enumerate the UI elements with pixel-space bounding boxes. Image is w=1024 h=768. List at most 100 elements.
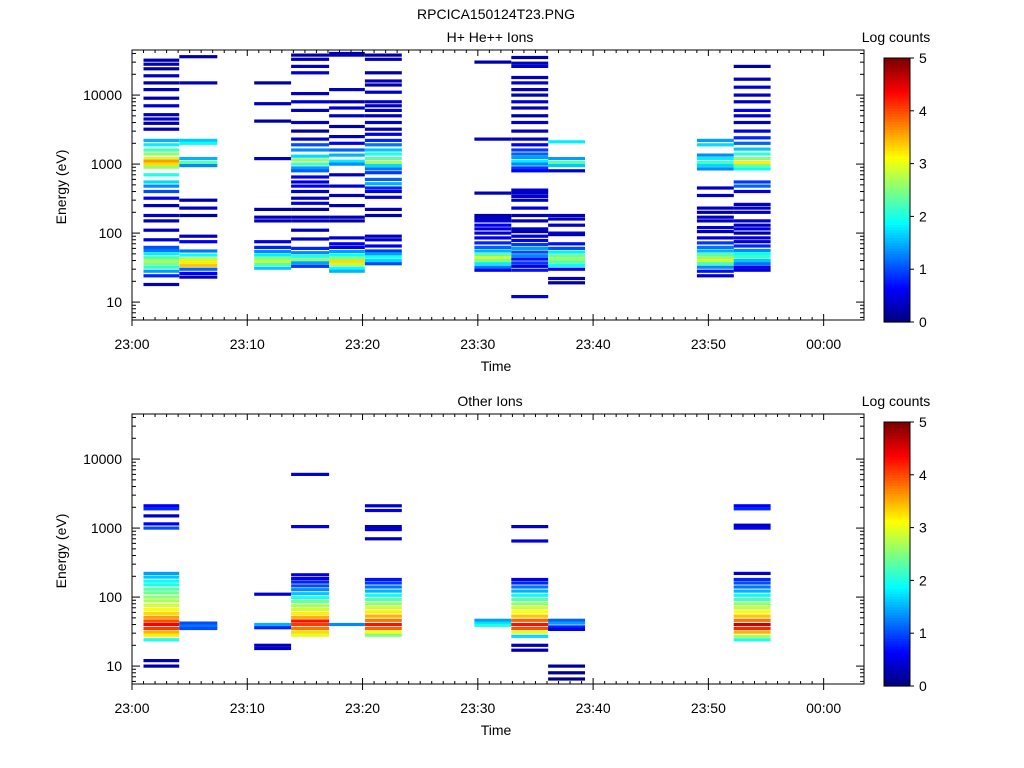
heatmap-cell [511, 162, 549, 166]
colorbar-tick-label: 4 [919, 103, 927, 119]
heatmap-cell [733, 167, 771, 171]
heatmap-cell [143, 611, 180, 615]
colorbar-segment [884, 221, 910, 225]
heatmap-cell [364, 143, 402, 147]
heatmap-cell [143, 258, 180, 263]
colorbar-segment [884, 517, 910, 521]
heatmap-cell [143, 252, 180, 256]
heatmap-cell [364, 252, 402, 256]
heatmap-cell [179, 263, 218, 267]
heatmap-cell [254, 592, 292, 596]
heatmap-cell [143, 121, 180, 125]
heatmap-cell [254, 253, 292, 257]
heatmap-cell [143, 196, 180, 200]
colorbar-frame [883, 421, 911, 687]
colorbar-segment [884, 187, 910, 191]
colorbar-segment [884, 464, 910, 468]
colorbar-segment [884, 683, 910, 687]
heatmap-cell [511, 648, 549, 652]
figure-title: RPCICA150124T23.PNG [417, 6, 575, 22]
colorbar-segment [884, 108, 910, 112]
colorbar-segment [884, 530, 910, 534]
heatmap-cell [511, 188, 549, 192]
heatmap-cell [696, 226, 734, 230]
heatmap-cells [143, 472, 771, 681]
heatmap-cell [474, 60, 512, 64]
colorbar-segment [884, 638, 910, 642]
heatmap-cell [511, 155, 549, 159]
heatmap-cell [143, 162, 180, 166]
heatmap-cell [179, 138, 218, 142]
heatmap-cell [733, 189, 771, 194]
heatmap-cell [179, 624, 218, 628]
heatmap-cell [291, 143, 330, 147]
heatmap-cell [511, 606, 549, 610]
colorbar-segment [884, 524, 910, 529]
heatmap-cell [511, 159, 549, 163]
colorbar-segment [884, 670, 910, 674]
colorbar-segment [884, 213, 910, 217]
heatmap-cell [474, 236, 512, 240]
heatmap-cell [143, 238, 180, 242]
heatmap-cell [511, 264, 549, 268]
colorbar-segment [884, 298, 910, 302]
heatmap-cell [364, 577, 402, 582]
heatmap-cell [474, 256, 512, 260]
heatmap-cell [143, 248, 180, 253]
colorbar-segment [884, 203, 910, 207]
heatmap-cell [696, 249, 734, 253]
heatmap-cell [364, 528, 402, 532]
heatmap-cell [696, 252, 734, 257]
heatmap-cell [254, 102, 292, 106]
heatmap-cell [548, 169, 585, 173]
heatmap-cell [511, 254, 549, 258]
heatmap-cell [254, 240, 292, 244]
colorbar-segment [884, 174, 910, 178]
heatmap-cell [143, 633, 180, 637]
colorbar-segment [884, 171, 910, 175]
heatmap-cell [254, 215, 292, 219]
colorbar-segment [884, 667, 910, 671]
heatmap-cell [254, 157, 292, 161]
heatmap-cell [364, 602, 402, 606]
x-tick-label: 23:50 [691, 700, 726, 716]
colorbar-segment [884, 71, 910, 75]
colorbar-segment [884, 649, 910, 653]
heatmap-cell [474, 618, 512, 622]
colorbar-segment [884, 506, 910, 510]
colorbar-segment [884, 211, 910, 215]
heatmap-cell [179, 260, 218, 264]
heatmap-cell [733, 618, 771, 622]
colorbar-segment [884, 498, 910, 502]
colorbar-segment [884, 105, 910, 109]
colorbar-segment [884, 509, 910, 513]
colorbar-segment [884, 308, 910, 313]
heatmap-cell [291, 600, 330, 604]
heatmap-cell [291, 577, 330, 581]
colorbar-segment [884, 564, 910, 568]
heatmap-cell [329, 204, 365, 208]
heatmap-cell [511, 166, 549, 170]
heatmap-cell [143, 599, 180, 603]
heatmap-cell [291, 196, 330, 200]
heatmap-cell [179, 249, 218, 253]
heatmap-cell [291, 626, 330, 631]
colorbar-segment [884, 466, 910, 471]
colorbar-segment [884, 219, 910, 223]
heatmap-cell [696, 241, 734, 245]
colorbar-segment [884, 501, 910, 505]
heatmap-cell [254, 266, 292, 270]
heatmap-cell [329, 266, 365, 270]
y-tick-label: 10 [106, 658, 122, 674]
heatmap-cell [696, 164, 734, 168]
heatmap-cell [329, 100, 365, 104]
colorbar-segment [884, 126, 910, 130]
colorbar-segment [884, 258, 910, 262]
heatmap-cell [143, 184, 180, 188]
colorbar-segment [884, 79, 910, 83]
colorbar-frame [883, 57, 911, 323]
heatmap-cell [143, 571, 180, 575]
heatmap-cell [511, 230, 549, 234]
heatmap-cell [364, 633, 402, 637]
x-tick-label: 23:40 [576, 700, 611, 716]
